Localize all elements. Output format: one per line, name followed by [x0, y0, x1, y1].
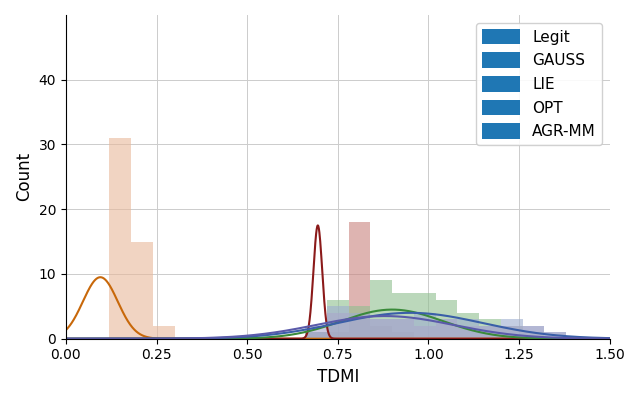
Bar [523, 326, 545, 339]
Bar [501, 319, 523, 339]
Bar [131, 242, 153, 339]
Bar [349, 222, 371, 339]
Bar [523, 332, 545, 339]
Bar [392, 319, 414, 339]
Bar [371, 326, 392, 339]
Bar [458, 326, 479, 339]
Bar [392, 294, 414, 339]
Bar [414, 294, 436, 339]
Bar [392, 319, 414, 339]
Bar [371, 319, 392, 339]
Y-axis label: Count: Count [15, 152, 33, 201]
Bar [327, 313, 349, 339]
Bar [458, 313, 479, 339]
Bar [305, 332, 327, 339]
Bar [545, 332, 566, 339]
Bar [153, 326, 175, 339]
Bar [305, 332, 327, 339]
Bar [349, 313, 371, 339]
Bar [501, 326, 523, 339]
Bar [349, 306, 371, 339]
Bar [327, 300, 349, 339]
Bar [479, 326, 501, 339]
Legend: Legit, GAUSS, LIE, OPT, AGR-MM: Legit, GAUSS, LIE, OPT, AGR-MM [476, 22, 602, 145]
Bar [327, 306, 349, 339]
Bar [545, 332, 566, 339]
Bar [371, 319, 392, 339]
Bar [109, 138, 131, 339]
Bar [458, 319, 479, 339]
Bar [501, 326, 523, 339]
Bar [327, 332, 349, 339]
Bar [414, 313, 436, 339]
Bar [371, 280, 392, 339]
Bar [349, 319, 371, 339]
Bar [436, 319, 458, 339]
Bar [479, 326, 501, 339]
Bar [392, 332, 414, 339]
Bar [414, 326, 436, 339]
Bar [479, 319, 501, 339]
Bar [305, 332, 327, 339]
Bar [436, 319, 458, 339]
Bar [436, 300, 458, 339]
Bar [305, 326, 327, 339]
Bar [523, 326, 545, 339]
X-axis label: TDMI: TDMI [317, 368, 359, 386]
